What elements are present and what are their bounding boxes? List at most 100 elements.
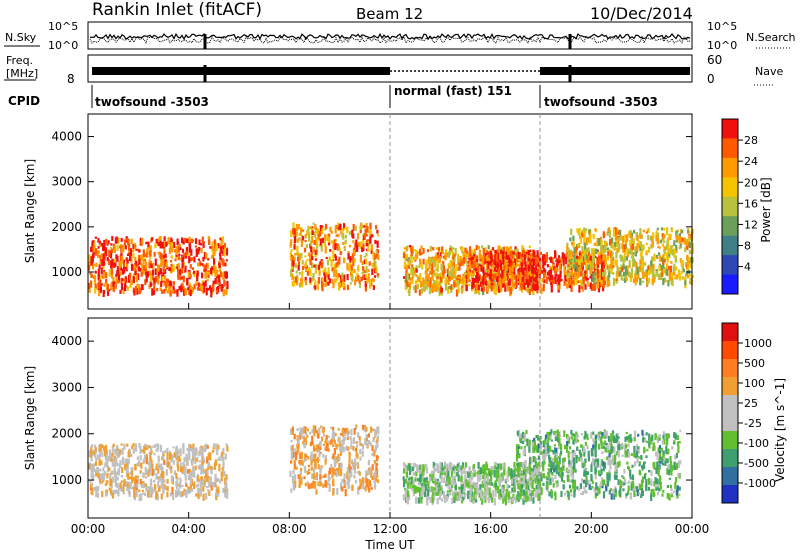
scatter-cell [436, 264, 439, 272]
scatter-cell [314, 425, 317, 432]
scatter-cell [183, 471, 186, 475]
scatter-cell [195, 449, 198, 456]
scatter-cell [404, 489, 407, 498]
scatter-cell [142, 249, 145, 257]
scatter-cell [170, 237, 173, 242]
scatter-cell [486, 475, 490, 483]
scatter-cell [638, 242, 641, 248]
scatter-cell [420, 288, 423, 294]
scatter-cell [526, 497, 529, 501]
scatter-cell [338, 224, 341, 231]
scatter-cell [99, 473, 102, 480]
scatter-cell [561, 252, 564, 257]
scatter-cell [164, 253, 167, 259]
scatter-cell [357, 242, 360, 248]
scatter-cell [681, 230, 684, 234]
scatter-cell [130, 279, 133, 285]
scatter-cell [135, 489, 138, 497]
scatter-cell [468, 279, 471, 283]
scatter-cell [525, 263, 528, 271]
scatter-cell [414, 463, 417, 468]
scatter-cell [336, 444, 339, 448]
scatter-cell [202, 241, 205, 248]
scatter-cell [657, 245, 660, 248]
scatter-cell [604, 268, 607, 276]
scatter-cell [344, 488, 347, 497]
scatter-cell [375, 249, 378, 254]
scatter-cell [291, 431, 294, 435]
scatter-cell [480, 258, 483, 262]
scatter-cell [489, 481, 492, 484]
scatter-cell [316, 252, 319, 255]
scatter-cell [120, 485, 123, 490]
scatter-cell [453, 256, 456, 263]
scatter-cell [346, 274, 349, 281]
scatter-cell [440, 462, 443, 471]
scatter-cell [558, 263, 561, 271]
scatter-cell [134, 480, 137, 486]
scatter-cell [181, 466, 184, 473]
scatter-cell [473, 469, 476, 477]
scatter-cell [122, 492, 126, 495]
scatter-cell [558, 434, 562, 438]
scatter-cell [174, 249, 177, 253]
scatter-cell [102, 467, 105, 472]
scatter-cell [123, 266, 126, 274]
scatter-cell [508, 280, 511, 286]
scatter-cell [661, 243, 664, 247]
scatter-cell [293, 236, 297, 243]
scatter-cell [298, 237, 301, 241]
scatter-cell [522, 281, 525, 286]
scatter-cell [335, 470, 338, 477]
scatter-cell [451, 497, 454, 505]
scatter-cell [365, 252, 368, 257]
colorbar-tick-label: 20 [744, 176, 758, 189]
scatter-cell [136, 273, 139, 276]
scatter-cell [414, 280, 418, 285]
scatter-cell [212, 247, 215, 255]
scatter-cell [482, 269, 485, 273]
scatter-cell [406, 490, 410, 498]
scatter-cell [215, 278, 218, 285]
scatter-cell [361, 272, 364, 275]
scatter-cell [526, 249, 529, 254]
scatter-cell [663, 248, 666, 254]
scatter-cell [93, 275, 97, 283]
scatter-cell [493, 260, 496, 266]
scatter-cell [135, 274, 138, 283]
scatter-cell [195, 238, 198, 245]
scatter-cell [651, 256, 655, 262]
scatter-cell [691, 257, 694, 263]
scatter-cell [490, 285, 493, 292]
scatter-cell [104, 247, 107, 255]
scatter-cell [675, 235, 679, 241]
scatter-cell [333, 239, 336, 245]
scatter-cell [163, 248, 166, 256]
scatter-cell [308, 254, 312, 260]
scatter-cell [532, 493, 535, 499]
scatter-cell [403, 247, 406, 250]
scatter-cell [412, 472, 415, 475]
scatter-cell [191, 447, 194, 453]
scatter-cell [221, 467, 224, 471]
scatter-cell [305, 432, 308, 436]
scatter-cell [650, 268, 653, 272]
scatter-cell [634, 249, 637, 257]
scatter-cell [166, 452, 169, 460]
scatter-cell [422, 467, 426, 476]
scatter-cell [478, 472, 481, 476]
scatter-cell [376, 475, 379, 478]
scatter-cell [313, 240, 316, 245]
scatter-cell [131, 445, 134, 450]
scatter-cell [671, 245, 674, 248]
scatter-cell [119, 460, 122, 466]
scatter-cell [600, 239, 603, 247]
scatter-cell [104, 483, 107, 486]
scatter-cell [140, 254, 143, 261]
scatter-cell [406, 482, 410, 489]
scatter-cell [656, 270, 659, 277]
scatter-cell [535, 475, 538, 481]
scatter-cell [476, 481, 479, 489]
scatter-cell [226, 491, 229, 499]
scatter-cell [678, 473, 681, 479]
